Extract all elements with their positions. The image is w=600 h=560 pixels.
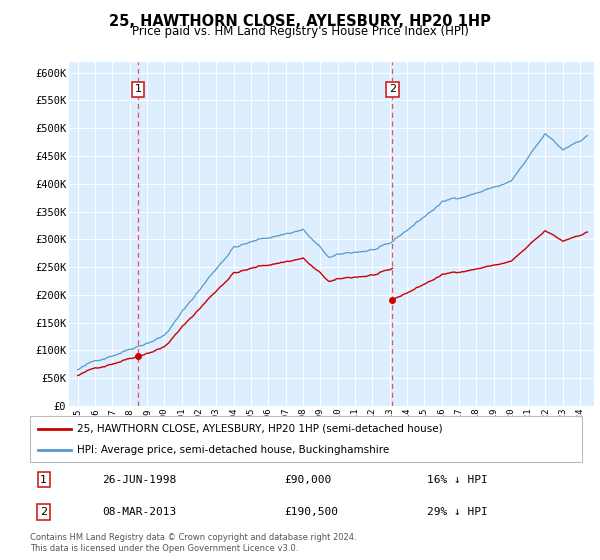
Text: 08-MAR-2013: 08-MAR-2013 [102,507,176,517]
Text: 2: 2 [40,507,47,517]
Text: 29% ↓ HPI: 29% ↓ HPI [427,507,488,517]
FancyBboxPatch shape [30,416,582,462]
Text: 1: 1 [134,85,142,95]
Text: 25, HAWTHORN CLOSE, AYLESBURY, HP20 1HP (semi-detached house): 25, HAWTHORN CLOSE, AYLESBURY, HP20 1HP … [77,424,443,434]
Text: Price paid vs. HM Land Registry's House Price Index (HPI): Price paid vs. HM Land Registry's House … [131,25,469,38]
Text: 25, HAWTHORN CLOSE, AYLESBURY, HP20 1HP: 25, HAWTHORN CLOSE, AYLESBURY, HP20 1HP [109,14,491,29]
Text: HPI: Average price, semi-detached house, Buckinghamshire: HPI: Average price, semi-detached house,… [77,445,389,455]
Text: £190,500: £190,500 [284,507,338,517]
Text: 16% ↓ HPI: 16% ↓ HPI [427,475,488,484]
Text: 1: 1 [40,475,47,484]
Text: £90,000: £90,000 [284,475,331,484]
Text: 26-JUN-1998: 26-JUN-1998 [102,475,176,484]
Text: Contains HM Land Registry data © Crown copyright and database right 2024.
This d: Contains HM Land Registry data © Crown c… [30,533,356,553]
Text: 2: 2 [389,85,396,95]
